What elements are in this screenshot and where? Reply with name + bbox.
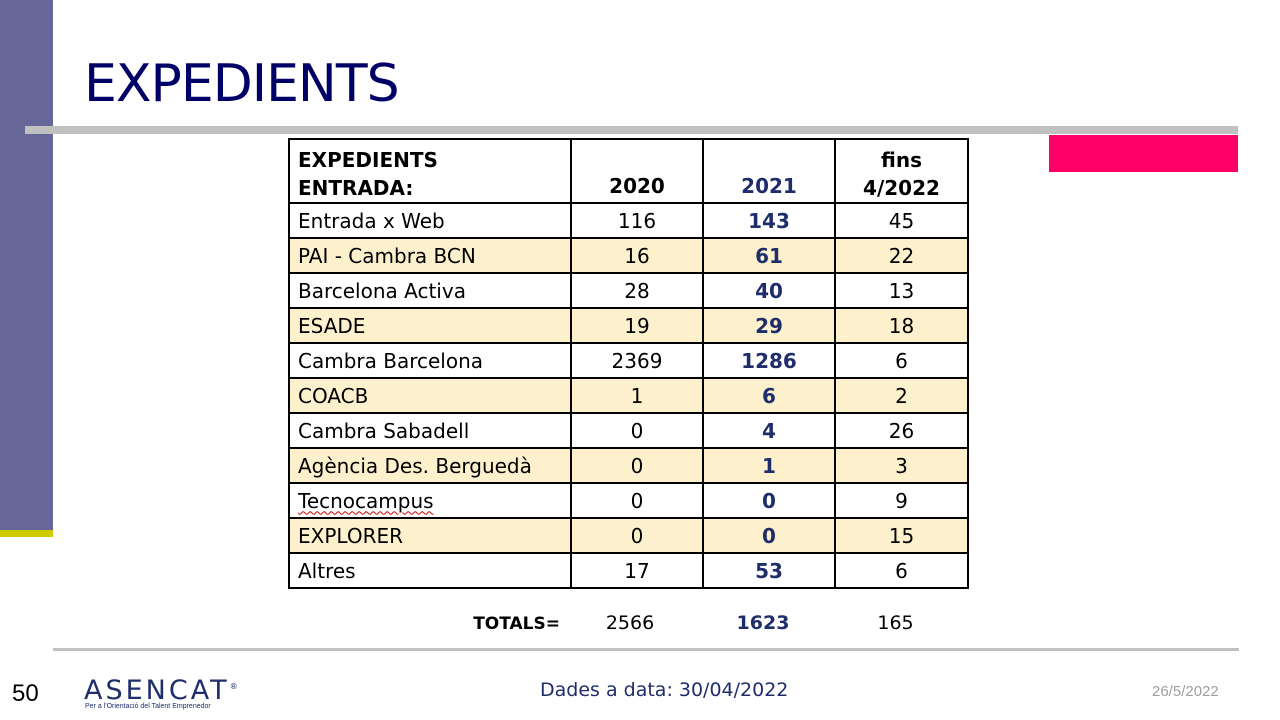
cell-2020: 2369 bbox=[570, 342, 704, 379]
sidebar-accent bbox=[0, 530, 53, 537]
title-divider bbox=[25, 126, 1238, 134]
total-2022: 165 bbox=[877, 612, 914, 634]
header-2022-cell: fins 4/2022 bbox=[834, 138, 969, 204]
cell-2020: 16 bbox=[570, 237, 704, 274]
table-row: PAI - Cambra BCN 16 61 22 bbox=[288, 237, 969, 274]
cell-2022: 6 bbox=[834, 342, 969, 379]
cell-2020: 0 bbox=[570, 482, 704, 519]
table-header-row: EXPEDIENTS ENTRADA: 2020 2021 fins 4/202… bbox=[288, 138, 969, 204]
cell-2020: 17 bbox=[570, 552, 704, 589]
table-row: ESADE 19 29 18 bbox=[288, 307, 969, 344]
cell-2020: 19 bbox=[570, 307, 704, 344]
header-name-line1: EXPEDIENTS bbox=[298, 148, 438, 172]
cell-2021: 4 bbox=[702, 412, 836, 449]
cell-2020: 0 bbox=[570, 517, 704, 554]
table-row: Agència Des. Berguedà 0 1 3 bbox=[288, 447, 969, 484]
cell-2022: 3 bbox=[834, 447, 969, 484]
asencat-logo: ASENCAT® Per a l'Orientació del Talent E… bbox=[84, 672, 244, 714]
cell-2022: 18 bbox=[834, 307, 969, 344]
logo-text: ASENCAT bbox=[84, 675, 230, 706]
cell-2022: 6 bbox=[834, 552, 969, 589]
row-name: ESADE bbox=[288, 307, 572, 344]
cell-2021: 0 bbox=[702, 517, 836, 554]
total-2021: 1623 bbox=[736, 612, 790, 634]
sidebar-band bbox=[0, 0, 53, 530]
cell-2022: 26 bbox=[834, 412, 969, 449]
totals-label: TOTALS= bbox=[473, 614, 560, 634]
header-2020: 2020 bbox=[570, 138, 704, 204]
cell-2020: 116 bbox=[570, 202, 704, 239]
cell-2020: 0 bbox=[570, 447, 704, 484]
cell-2021: 53 bbox=[702, 552, 836, 589]
table-row: Barcelona Activa 28 40 13 bbox=[288, 272, 969, 309]
logo-wordmark: ASENCAT® bbox=[84, 672, 241, 706]
cell-2022: 2 bbox=[834, 377, 969, 414]
table-row: Cambra Barcelona 2369 1286 6 bbox=[288, 342, 969, 379]
row-name: Tecnocampus bbox=[298, 488, 434, 513]
cell-2020: 0 bbox=[570, 412, 704, 449]
table-row: Tecnocampus 0 0 9 bbox=[288, 482, 969, 519]
page-number: 50 bbox=[12, 680, 39, 707]
row-name: Barcelona Activa bbox=[288, 272, 572, 309]
data-date-note: Dades a data: 30/04/2022 bbox=[540, 679, 789, 701]
table-row: Altres 17 53 6 bbox=[288, 552, 969, 589]
slide-title: EXPEDIENTS bbox=[84, 54, 400, 114]
cell-2022: 15 bbox=[834, 517, 969, 554]
header-2022-line2: 4/2022 bbox=[863, 176, 940, 200]
cell-2020: 28 bbox=[570, 272, 704, 309]
cell-2022: 13 bbox=[834, 272, 969, 309]
row-name-cell: Tecnocampus bbox=[288, 482, 572, 519]
cell-2022: 9 bbox=[834, 482, 969, 519]
expedients-table: EXPEDIENTS ENTRADA: 2020 2021 fins 4/202… bbox=[288, 138, 969, 589]
accent-block bbox=[1049, 135, 1238, 172]
cell-2021: 29 bbox=[702, 307, 836, 344]
cell-2021: 0 bbox=[702, 482, 836, 519]
table-row: COACB 1 6 2 bbox=[288, 377, 969, 414]
header-2022-line1: fins bbox=[881, 148, 922, 172]
table-row: Cambra Sabadell 0 4 26 bbox=[288, 412, 969, 449]
slide-date: 26/5/2022 bbox=[1152, 683, 1219, 700]
cell-2021: 40 bbox=[702, 272, 836, 309]
cell-2022: 22 bbox=[834, 237, 969, 274]
table-row: EXPLORER 0 0 15 bbox=[288, 517, 969, 554]
row-name: COACB bbox=[288, 377, 572, 414]
cell-2021: 6 bbox=[702, 377, 836, 414]
footer-divider bbox=[53, 648, 1239, 651]
row-name: Agència Des. Berguedà bbox=[288, 447, 572, 484]
row-name: Cambra Barcelona bbox=[288, 342, 572, 379]
logo-registered-mark: ® bbox=[229, 682, 241, 691]
cell-2021: 61 bbox=[702, 237, 836, 274]
row-name: Entrada x Web bbox=[288, 202, 572, 239]
table-row: Entrada x Web 116 143 45 bbox=[288, 202, 969, 239]
header-name-line2: ENTRADA: bbox=[298, 176, 414, 200]
cell-2021: 1286 bbox=[702, 342, 836, 379]
row-name: EXPLORER bbox=[288, 517, 572, 554]
row-name: PAI - Cambra BCN bbox=[288, 237, 572, 274]
cell-2020: 1 bbox=[570, 377, 704, 414]
cell-2021: 1 bbox=[702, 447, 836, 484]
row-name: Altres bbox=[288, 552, 572, 589]
total-2020: 2566 bbox=[605, 612, 655, 634]
header-name-cell: EXPEDIENTS ENTRADA: bbox=[288, 138, 572, 204]
cell-2021: 143 bbox=[702, 202, 836, 239]
cell-2022: 45 bbox=[834, 202, 969, 239]
logo-subtitle: Per a l'Orientació del Talent Emprenedor bbox=[85, 703, 211, 710]
row-name: Cambra Sabadell bbox=[288, 412, 572, 449]
header-2021: 2021 bbox=[702, 138, 836, 204]
